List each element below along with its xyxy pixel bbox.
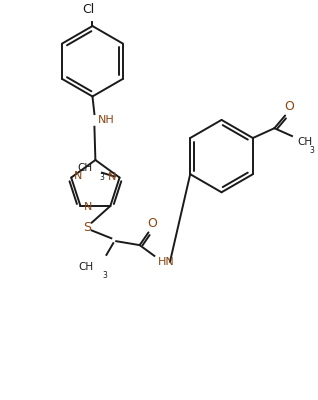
Text: N: N bbox=[74, 171, 83, 181]
Text: CH: CH bbox=[77, 163, 92, 173]
Text: S: S bbox=[83, 221, 91, 234]
Text: NH: NH bbox=[98, 115, 115, 125]
Text: N: N bbox=[83, 202, 92, 212]
Text: O: O bbox=[148, 217, 157, 230]
Text: 3: 3 bbox=[99, 173, 104, 182]
Text: CH: CH bbox=[298, 137, 313, 147]
Text: 3: 3 bbox=[102, 270, 107, 280]
Text: O: O bbox=[284, 100, 294, 113]
Text: HN: HN bbox=[158, 257, 175, 267]
Text: 3: 3 bbox=[310, 146, 315, 155]
Text: N: N bbox=[108, 172, 117, 182]
Text: Cl: Cl bbox=[82, 3, 95, 16]
Text: CH: CH bbox=[79, 262, 94, 272]
